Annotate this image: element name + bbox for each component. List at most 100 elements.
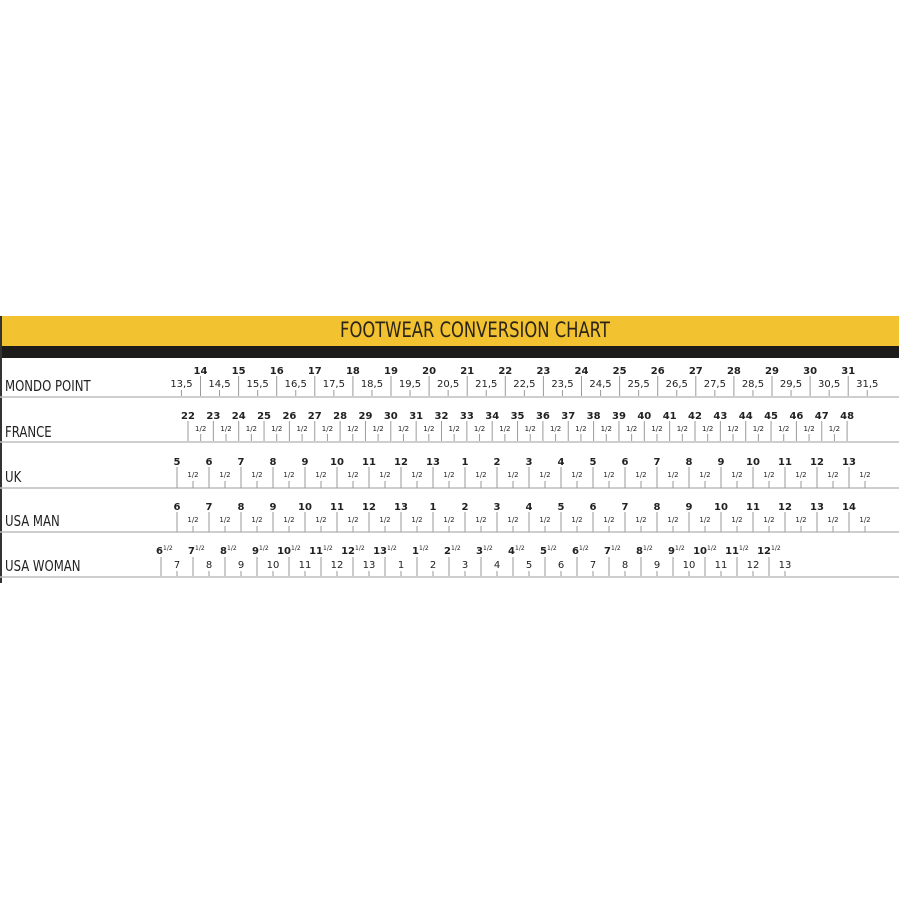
major-tick-label: 41 (663, 411, 677, 422)
half-tick-label: 1/2 (246, 425, 257, 433)
major-tick-label: 30 (803, 366, 817, 377)
major-tick-label: 26 (651, 366, 665, 377)
major-tick-label: 36 (536, 411, 550, 422)
major-tick-label: 10 (330, 457, 344, 468)
half-tick-label: 22,5 (513, 379, 535, 390)
top-tick-label: 8 (636, 546, 643, 557)
half-tick-label: 1/2 (753, 425, 764, 433)
half-tick-label: 1/2 (795, 516, 806, 524)
half-tick-label: 1/2 (601, 425, 612, 433)
half-tick-label: 1/2 (603, 471, 614, 479)
half-tick-label: 27,5 (704, 379, 726, 390)
major-tick-label: 4 (558, 457, 565, 468)
half-tick-label: 23,5 (551, 379, 573, 390)
major-tick-label: 31 (841, 366, 855, 377)
major-tick-label: 25 (257, 411, 271, 422)
major-tick-label: 7 (622, 502, 629, 513)
half-tick-label: 1/2 (443, 516, 454, 524)
half-tick-label: 1/2 (499, 425, 510, 433)
major-tick-label: 9 (718, 457, 725, 468)
major-tick-label: 31 (409, 411, 423, 422)
half-tick-label: 1/2 (474, 425, 485, 433)
top-tick-fraction: 1/2 (451, 545, 461, 552)
major-tick-label: 15 (232, 366, 246, 377)
major-tick-label: 48 (840, 411, 854, 422)
major-tick-label: 33 (460, 411, 474, 422)
bottom-tick-label: 13 (779, 560, 792, 571)
major-tick-label: 8 (686, 457, 693, 468)
row-label-france: FRANCE (5, 423, 52, 441)
top-tick-label: 10 (693, 546, 707, 557)
major-tick-label: 25 (613, 366, 627, 377)
half-tick-label: 1/2 (702, 425, 713, 433)
major-tick-label: 9 (302, 457, 309, 468)
top-tick-fraction: 1/2 (547, 545, 557, 552)
half-tick-label: 1/2 (635, 516, 646, 524)
half-tick-label: 1/2 (398, 425, 409, 433)
half-tick-label: 1/2 (449, 425, 460, 433)
half-tick-label: 1/2 (507, 516, 518, 524)
major-tick-label: 13 (394, 502, 408, 513)
half-tick-label: 1/2 (195, 425, 206, 433)
bottom-tick-label: 10 (683, 560, 696, 571)
half-tick-label: 1/2 (475, 471, 486, 479)
half-tick-label: 1/2 (651, 425, 662, 433)
major-tick-label: 7 (238, 457, 245, 468)
major-tick-label: 2 (462, 502, 469, 513)
top-tick-fraction: 1/2 (771, 545, 781, 552)
major-tick-label: 9 (270, 502, 277, 513)
bottom-tick-label: 2 (430, 560, 436, 571)
major-tick-label: 1 (462, 457, 469, 468)
major-tick-label: 1 (430, 502, 437, 513)
half-tick-label: 1/2 (727, 425, 738, 433)
major-tick-label: 35 (511, 411, 525, 422)
half-tick-label: 1/2 (827, 471, 838, 479)
bottom-tick-label: 9 (654, 560, 660, 571)
major-tick-label: 12 (778, 502, 792, 513)
top-tick-label: 6 (156, 546, 163, 557)
major-tick-label: 43 (713, 411, 727, 422)
major-tick-label: 6 (206, 457, 213, 468)
half-tick-label: 1/2 (379, 471, 390, 479)
half-tick-label: 1/2 (372, 425, 383, 433)
top-tick-label: 11 (309, 546, 323, 557)
major-tick-label: 40 (637, 411, 651, 422)
half-tick-label: 1/2 (251, 471, 262, 479)
top-tick-label: 8 (220, 546, 227, 557)
half-tick-label: 1/2 (219, 516, 230, 524)
top-tick-fraction: 1/2 (515, 545, 525, 552)
top-tick-fraction: 1/2 (707, 545, 717, 552)
half-tick-label: 1/2 (677, 425, 688, 433)
half-tick-label: 1/2 (379, 516, 390, 524)
top-tick-fraction: 1/2 (675, 545, 685, 552)
half-tick-label: 1/2 (283, 471, 294, 479)
top-tick-fraction: 1/2 (611, 545, 621, 552)
major-tick-label: 39 (612, 411, 626, 422)
half-tick-label: 1/2 (411, 471, 422, 479)
major-tick-label: 10 (746, 457, 760, 468)
major-tick-label: 13 (842, 457, 856, 468)
top-tick-label: 2 (444, 546, 451, 557)
top-tick-fraction: 1/2 (355, 545, 365, 552)
half-tick-label: 29,5 (780, 379, 802, 390)
half-tick-label: 30,5 (818, 379, 840, 390)
half-tick-label: 1/2 (187, 516, 198, 524)
half-tick-label: 18,5 (361, 379, 383, 390)
half-tick-label: 1/2 (859, 516, 870, 524)
major-tick-label: 12 (362, 502, 376, 513)
major-tick-label: 34 (485, 411, 499, 422)
half-tick-label: 16,5 (285, 379, 307, 390)
major-tick-label: 6 (174, 502, 181, 513)
major-tick-label: 46 (789, 411, 803, 422)
half-tick-label: 25,5 (628, 379, 650, 390)
top-tick-fraction: 1/2 (387, 545, 397, 552)
major-tick-label: 18 (346, 366, 360, 377)
top-tick-fraction: 1/2 (643, 545, 653, 552)
bottom-tick-label: 1 (398, 560, 404, 571)
major-tick-label: 17 (308, 366, 322, 377)
left-border (0, 316, 2, 583)
top-tick-label: 1 (412, 546, 419, 557)
half-tick-label: 1/2 (539, 516, 550, 524)
major-tick-label: 14 (194, 366, 208, 377)
